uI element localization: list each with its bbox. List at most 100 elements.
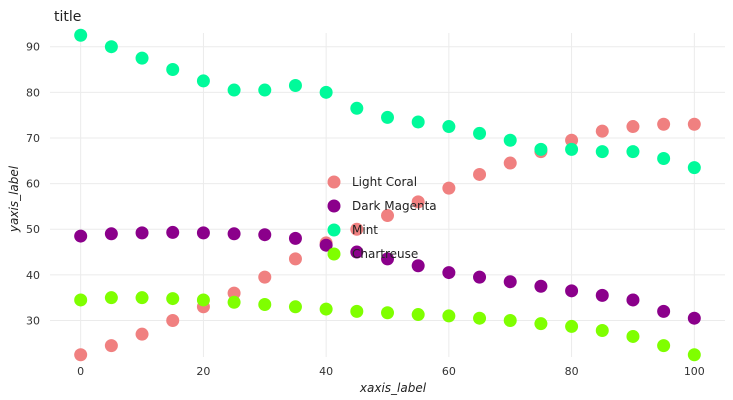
data-point	[657, 339, 671, 353]
data-point	[288, 231, 302, 245]
data-point	[595, 288, 609, 302]
data-point	[687, 161, 701, 175]
data-point	[473, 167, 487, 181]
y-tick-label: 40	[26, 269, 40, 282]
data-point	[565, 319, 579, 333]
data-point	[166, 313, 180, 327]
data-point	[258, 298, 272, 312]
data-point	[288, 252, 302, 266]
data-point	[104, 339, 118, 353]
data-point	[350, 222, 364, 236]
data-point	[104, 227, 118, 241]
data-point	[626, 329, 640, 343]
data-point	[626, 120, 640, 134]
y-tick-label: 70	[26, 132, 40, 145]
x-tick-label: 40	[319, 365, 333, 378]
data-point	[473, 270, 487, 284]
series-chartreuse	[74, 291, 701, 362]
data-point	[258, 228, 272, 242]
data-point	[135, 291, 149, 305]
data-point	[196, 74, 210, 88]
legend: Light Coral Dark Magenta Mint Chartreuse	[327, 175, 437, 261]
data-point	[319, 238, 333, 252]
data-point	[288, 300, 302, 314]
data-point	[687, 117, 701, 131]
data-point	[381, 110, 394, 124]
data-point	[565, 142, 579, 156]
series-layer	[74, 28, 701, 362]
data-point	[227, 295, 241, 309]
x-tick-label: 20	[196, 365, 210, 378]
data-point	[381, 306, 394, 320]
legend-label: Dark Magenta	[352, 199, 437, 213]
data-point	[350, 101, 364, 115]
data-point	[196, 226, 210, 240]
data-point	[104, 40, 118, 54]
y-axis: 30 40 50 60 70 80 90	[26, 41, 40, 328]
data-point	[595, 324, 609, 338]
data-point	[381, 252, 394, 266]
data-point	[534, 142, 548, 156]
data-point	[565, 284, 579, 298]
data-point	[319, 85, 333, 99]
data-point	[258, 270, 272, 284]
data-point	[503, 156, 517, 170]
data-point	[473, 311, 487, 325]
y-tick-label: 80	[26, 86, 40, 99]
legend-label: Light Coral	[352, 175, 417, 189]
data-point	[595, 145, 609, 159]
data-point	[626, 293, 640, 307]
y-axis-title: yaxis_label	[7, 165, 21, 233]
data-point	[104, 291, 118, 305]
data-point	[381, 209, 394, 223]
y-tick-label: 50	[26, 223, 40, 236]
data-point	[595, 124, 609, 138]
data-point	[227, 286, 241, 300]
data-point	[258, 83, 272, 97]
data-point	[411, 308, 425, 322]
data-point	[442, 266, 456, 280]
legend-swatch	[327, 175, 341, 189]
data-point	[227, 227, 241, 241]
y-tick-label: 30	[26, 314, 40, 327]
data-point	[534, 279, 548, 293]
x-axis: 0 20 40 60 80 100	[77, 365, 705, 378]
series-mint	[74, 28, 701, 175]
data-point	[442, 181, 456, 195]
legend-label: Chartreuse	[352, 247, 418, 261]
legend-label: Mint	[352, 223, 378, 237]
data-point	[687, 311, 701, 325]
data-point	[657, 304, 671, 318]
data-point	[74, 229, 88, 243]
data-point	[74, 348, 88, 362]
data-point	[135, 51, 149, 65]
data-point	[166, 225, 180, 239]
x-tick-label: 0	[77, 365, 84, 378]
data-point	[442, 120, 456, 134]
legend-swatch	[327, 223, 341, 237]
data-point	[442, 309, 456, 323]
data-point	[565, 133, 579, 147]
data-point	[411, 115, 425, 129]
data-point	[411, 195, 425, 209]
data-point	[473, 126, 487, 140]
data-point	[196, 293, 210, 307]
legend-swatch	[327, 247, 341, 261]
data-point	[503, 133, 517, 147]
chart-title: title	[54, 9, 81, 25]
legend-swatch	[327, 199, 341, 213]
data-point	[166, 63, 180, 77]
data-point	[288, 78, 302, 92]
data-point	[319, 302, 333, 316]
series-dark-magenta	[74, 225, 701, 325]
data-point	[503, 275, 517, 289]
data-point	[657, 117, 671, 131]
data-point	[411, 259, 425, 273]
data-point	[626, 145, 640, 159]
data-point	[350, 245, 364, 259]
x-axis-title: xaxis_label	[359, 381, 427, 395]
data-point	[687, 348, 701, 362]
x-tick-label: 100	[684, 365, 705, 378]
data-point	[503, 313, 517, 327]
